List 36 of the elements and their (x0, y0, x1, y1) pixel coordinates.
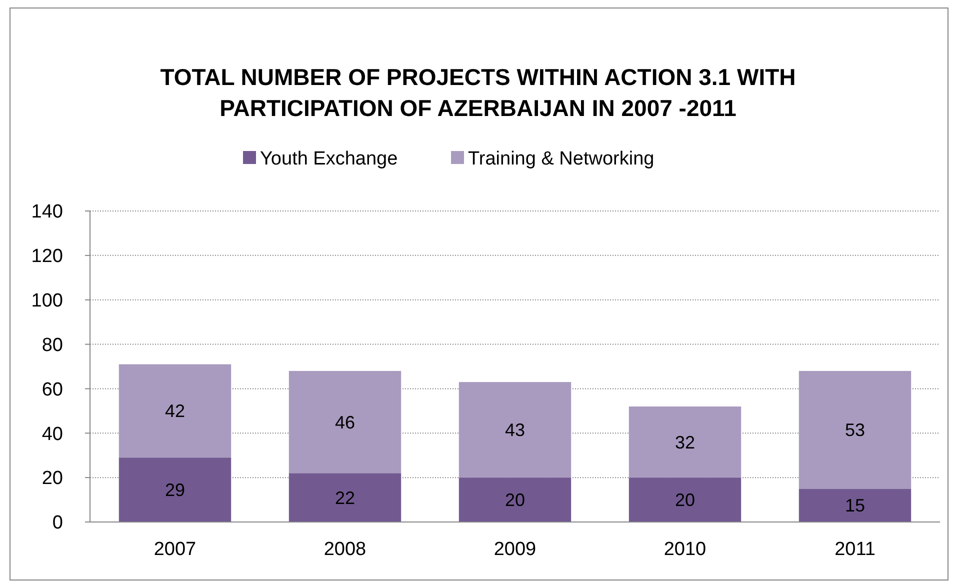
y-tick-label: 100 (31, 290, 63, 312)
y-tick-label: 20 (42, 468, 63, 490)
legend-label: Training & Networking (468, 148, 654, 170)
y-tick-label: 0 (52, 512, 63, 534)
bar (288, 370, 402, 474)
bar (798, 370, 912, 489)
x-tick-label: 2009 (494, 539, 536, 560)
bar (458, 478, 572, 522)
y-tick-label: 40 (42, 424, 63, 445)
x-tick-label: 2011 (834, 539, 876, 560)
data-label: 22 (334, 488, 356, 508)
bar (628, 406, 742, 478)
data-label: 53 (844, 420, 866, 440)
x-tick-label: 2008 (324, 539, 366, 560)
data-label: 20 (674, 490, 696, 510)
bar (118, 458, 232, 522)
bar (458, 382, 572, 478)
y-tick-label: 140 (31, 202, 63, 223)
data-label: 42 (164, 401, 186, 422)
chart-title: TOTAL NUMBER OF PROJECTS WITHIN ACTION 3.1 WITH PARTICIPATION OF AZERBAIJAN IN 2007 -2011 (160, 64, 796, 121)
y-tick-label: 80 (42, 334, 63, 356)
data-label: 32 (674, 432, 696, 452)
data-label: 43 (504, 420, 526, 440)
data-label: 46 (334, 412, 356, 432)
data-label: 15 (844, 496, 866, 516)
x-tick-label: 2007 (154, 539, 196, 560)
bar (798, 488, 912, 522)
bar (628, 478, 742, 522)
bar (118, 364, 232, 458)
bar (288, 473, 402, 522)
y-tick-label: 60 (42, 379, 63, 400)
data-label: 29 (164, 480, 186, 500)
legend-label: Youth Exchange (260, 148, 398, 170)
data-label: 20 (504, 490, 526, 510)
x-tick-label: 2010 (664, 539, 706, 560)
y-tick-label: 120 (31, 246, 63, 268)
